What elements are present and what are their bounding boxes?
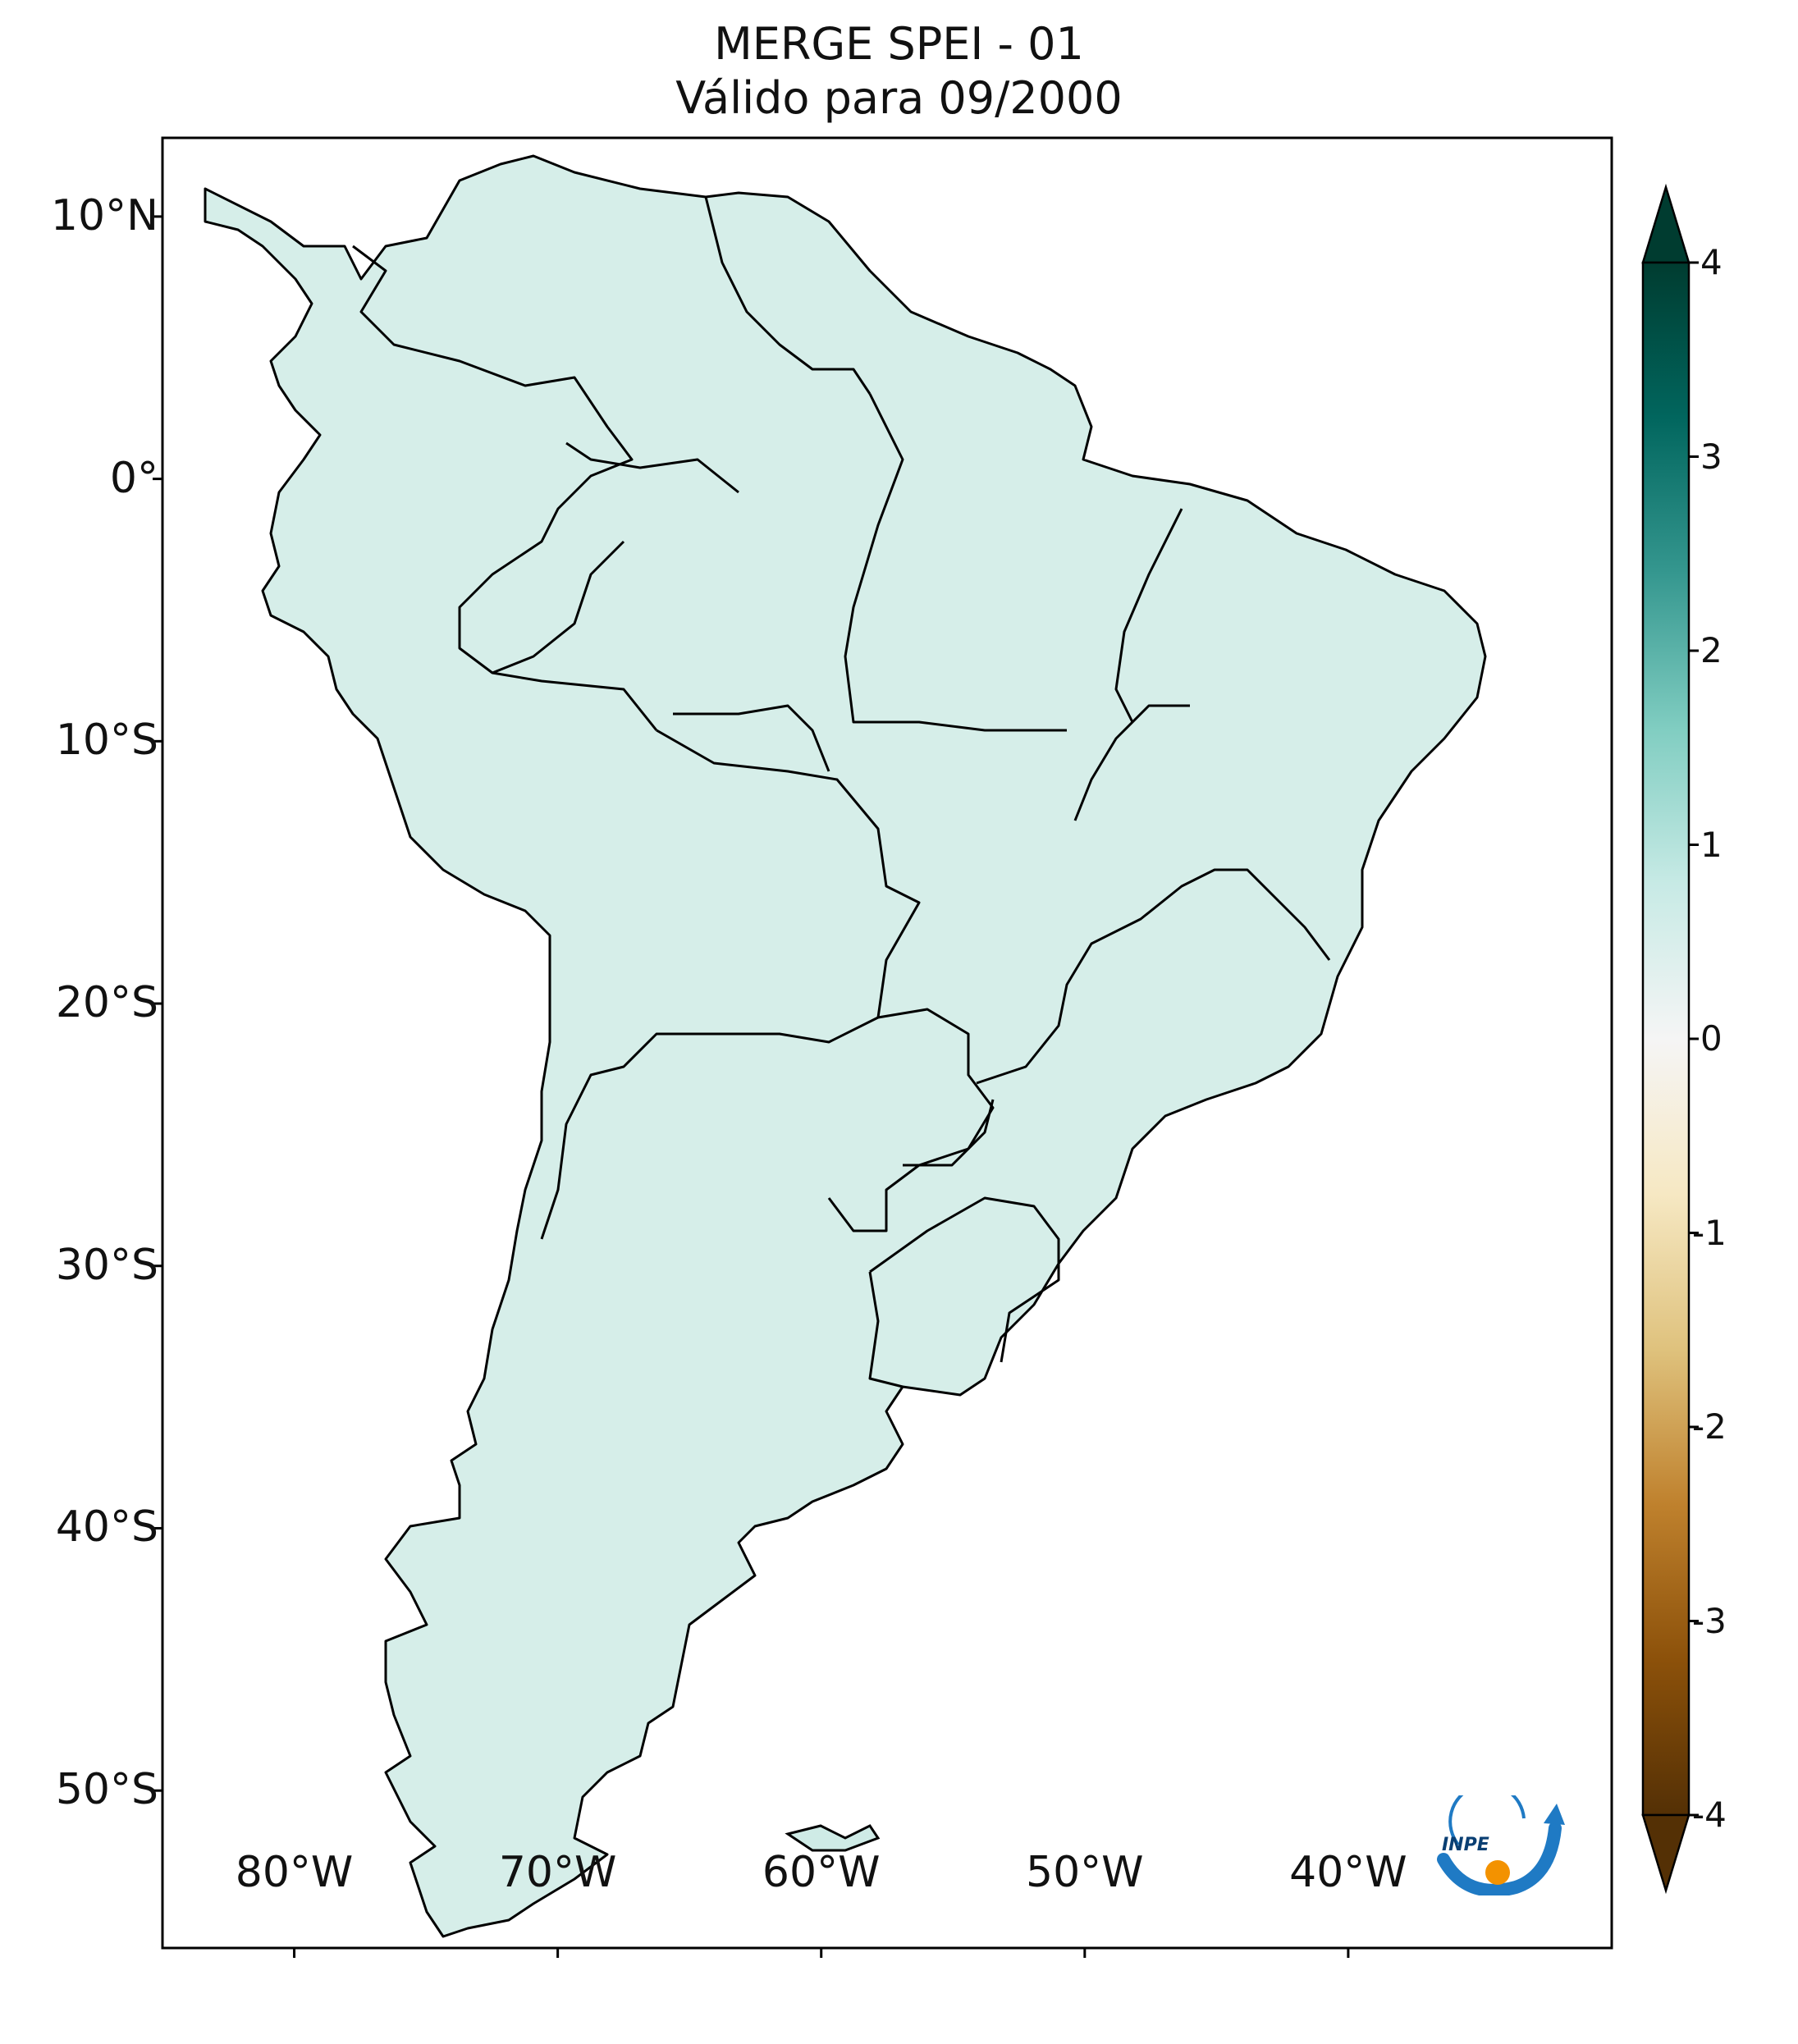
colorbar-tick-label: 3	[1700, 436, 1723, 477]
map-content	[204, 154, 1487, 1938]
colorbar-max-extend	[1641, 183, 1690, 264]
colorbar-tick-label: -1	[1692, 1212, 1727, 1253]
colorbar-min-extend	[1641, 1813, 1690, 1895]
lat-tick-label: 10°N	[50, 190, 158, 240]
lat-tick-label: 30°S	[55, 1240, 158, 1290]
axis-ticks	[153, 215, 1350, 1958]
lon-tick-label: 60°W	[762, 1848, 881, 1897]
logo-text: INPE	[1442, 1835, 1489, 1855]
lat-tick-label: 40°S	[55, 1502, 158, 1552]
colorbar	[1641, 183, 1699, 1895]
lon-tick-label: 50°W	[1026, 1848, 1144, 1897]
lat-tick-label: 0°	[109, 453, 158, 503]
colorbar-tick-label: 2	[1700, 630, 1723, 670]
lon-tick-label: 70°W	[498, 1848, 617, 1897]
map-title: MERGE SPEI - 01	[714, 18, 1084, 70]
colorbar-tick-label: 1	[1700, 824, 1723, 865]
lon-tick-label: 40°W	[1289, 1848, 1407, 1897]
colorbar-tick-label: 0	[1700, 1018, 1723, 1059]
colorbar-tick-label: -4	[1692, 1795, 1727, 1835]
colorbar-tick-label: 4	[1700, 242, 1723, 282]
inpe-logo: INPE	[1437, 1795, 1565, 1895]
colorbar-tick-label: -3	[1692, 1600, 1727, 1641]
logo-sun	[1485, 1860, 1510, 1885]
colorbar-bar	[1641, 261, 1690, 1817]
colorbar-tick-label: -2	[1692, 1406, 1727, 1447]
lat-tick-label: 50°S	[55, 1765, 158, 1815]
map-subtitle: Válido para 09/2000	[675, 72, 1123, 124]
country-borders	[204, 154, 1487, 1938]
logo-orbit-arc	[1448, 1795, 1526, 1846]
lon-tick-label: 80°W	[235, 1848, 354, 1897]
lat-tick-label: 10°S	[55, 716, 158, 766]
logo-arrow-head	[1544, 1804, 1565, 1825]
logo-swoosh	[1437, 1822, 1562, 1895]
lat-tick-label: 20°S	[55, 978, 158, 1028]
falkland-islands	[785, 1824, 881, 1852]
